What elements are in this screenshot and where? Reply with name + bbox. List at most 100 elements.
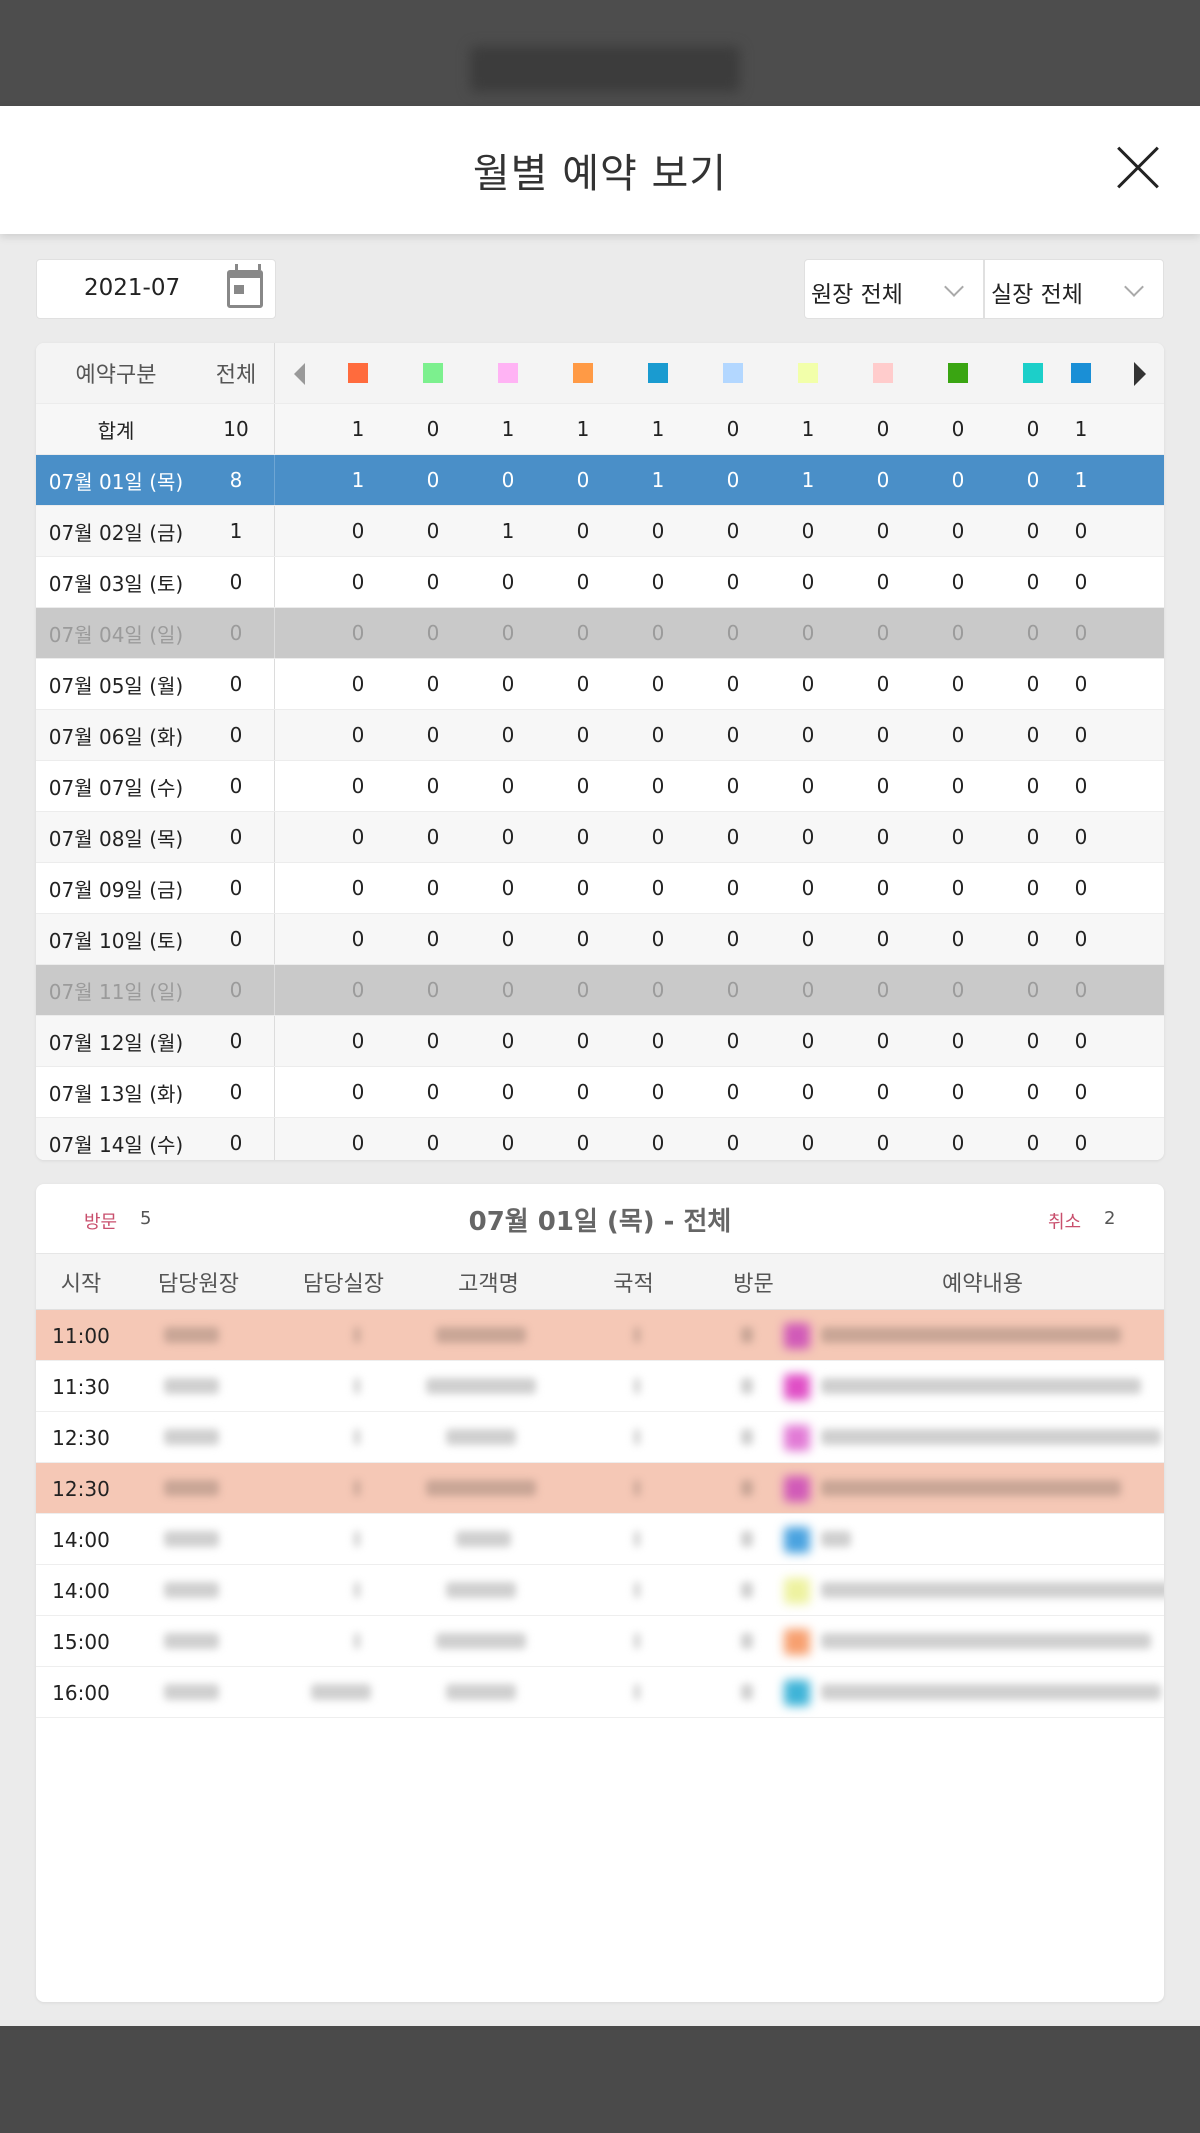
day-value-cell: 0	[951, 1131, 965, 1155]
day-value-cell: 0	[1074, 1080, 1088, 1104]
sum-value-cell: 0	[951, 417, 965, 441]
day-value-cell: 0	[876, 570, 890, 594]
day-row[interactable]: 07월 08일 (목) 0 0 0 0 0 0 0 0 0 0 0 0	[36, 812, 1164, 863]
reservation-row[interactable]: 15:00	[36, 1616, 1164, 1667]
day-value-cell: 0	[1026, 621, 1040, 645]
reservation-row[interactable]: 12:30	[36, 1412, 1164, 1463]
day-value-cell: 0	[576, 519, 590, 543]
redacted-text	[634, 1582, 640, 1598]
day-row[interactable]: 07월 07일 (수) 0 0 0 0 0 0 0 0 0 0 0 0	[36, 761, 1164, 812]
day-value-cell: 1	[651, 468, 665, 492]
day-value-cell: 0	[801, 774, 815, 798]
reservation-row[interactable]: 11:30	[36, 1361, 1164, 1412]
redacted-text	[354, 1582, 360, 1598]
day-row[interactable]: 07월 05일 (월) 0 0 0 0 0 0 0 0 0 0 0 0	[36, 659, 1164, 710]
day-row[interactable]: 07월 06일 (화) 0 0 0 0 0 0 0 0 0 0 0 0	[36, 710, 1164, 761]
day-value-cell: 0	[576, 927, 590, 951]
day-value-cell: 0	[801, 1029, 815, 1053]
day-value-cell: 0	[801, 978, 815, 1002]
category-color-swatch[interactable]	[1071, 363, 1091, 383]
category-color-swatch[interactable]	[1023, 363, 1043, 383]
director-select[interactable]: 원장 전체	[804, 259, 984, 319]
category-color-swatch[interactable]	[648, 363, 668, 383]
day-value-cell: 0	[651, 672, 665, 696]
day-row[interactable]: 07월 13일 (화) 0 0 0 0 0 0 0 0 0 0 0 0	[36, 1067, 1164, 1118]
day-value-cell: 0	[1074, 672, 1088, 696]
day-value-cell: 0	[876, 1029, 890, 1053]
redacted-text	[436, 1633, 526, 1649]
day-total: 1	[229, 519, 243, 543]
day-value-cell: 0	[651, 723, 665, 747]
day-row[interactable]: 07월 04일 (일) 0 0 0 0 0 0 0 0 0 0 0 0	[36, 608, 1164, 659]
category-color-swatch[interactable]	[573, 363, 593, 383]
reservation-row[interactable]: 14:00	[36, 1565, 1164, 1616]
day-value-cell: 0	[426, 825, 440, 849]
day-value-cell: 0	[801, 519, 815, 543]
day-value-cell: 0	[951, 621, 965, 645]
category-color-swatch[interactable]	[423, 363, 443, 383]
manager-select[interactable]: 실장 전체	[984, 259, 1164, 319]
day-value-cell: 0	[726, 978, 740, 1002]
category-color-swatch[interactable]	[798, 363, 818, 383]
visit-label: 방문	[84, 1212, 118, 1233]
day-value-cell: 0	[1026, 672, 1040, 696]
day-row[interactable]: 07월 11일 (일) 0 0 0 0 0 0 0 0 0 0 0 0	[36, 965, 1164, 1016]
day-total: 0	[229, 774, 243, 798]
calendar-icon[interactable]	[227, 264, 263, 308]
day-value-cell: 0	[726, 672, 740, 696]
reservation-row[interactable]: 16:00	[36, 1667, 1164, 1718]
redacted-text	[741, 1684, 753, 1700]
redacted-text	[741, 1429, 753, 1445]
reservation-row[interactable]: 14:00	[36, 1514, 1164, 1565]
day-value-cell: 0	[951, 468, 965, 492]
day-value-cell: 0	[1074, 978, 1088, 1002]
close-icon[interactable]	[1116, 146, 1160, 190]
category-color-swatch[interactable]	[498, 363, 518, 383]
category-color-swatch[interactable]	[948, 363, 968, 383]
day-date: 07월 05일 (월)	[48, 673, 184, 698]
prev-category-arrow-icon[interactable]	[294, 363, 305, 385]
header-total: 전체	[215, 363, 257, 388]
day-value-cell: 1	[801, 468, 815, 492]
day-value-cell: 0	[351, 570, 365, 594]
next-category-arrow-icon[interactable]	[1134, 362, 1146, 386]
day-value-cell: 0	[501, 1080, 515, 1104]
day-row[interactable]: 07월 09일 (금) 0 0 0 0 0 0 0 0 0 0 0 0	[36, 863, 1164, 914]
day-date: 07월 02일 (금)	[48, 520, 184, 545]
reservation-row[interactable]: 12:30	[36, 1463, 1164, 1514]
redacted-text	[741, 1582, 753, 1598]
day-value-cell: 0	[1074, 876, 1088, 900]
detail-title: 07월 01일 (목) - 전체	[468, 1207, 732, 1237]
day-value-cell: 0	[651, 927, 665, 951]
category-color-swatch[interactable]	[873, 363, 893, 383]
day-value-cell: 0	[576, 570, 590, 594]
day-row[interactable]: 07월 12일 (월) 0 0 0 0 0 0 0 0 0 0 0 0	[36, 1016, 1164, 1067]
detail-table-header: 시작 담당원장 담당실장 고객명 국적 방문 예약내용	[36, 1254, 1164, 1310]
column-header: 시작	[60, 1272, 102, 1297]
category-color-swatch[interactable]	[348, 363, 368, 383]
day-value-cell: 0	[651, 570, 665, 594]
day-value-cell: 0	[876, 927, 890, 951]
reservation-row[interactable]: 11:00	[36, 1310, 1164, 1361]
day-row[interactable]: 07월 10일 (토) 0 0 0 0 0 0 0 0 0 0 0 0	[36, 914, 1164, 965]
column-header: 담당원장	[158, 1272, 239, 1297]
day-row[interactable]: 07월 02일 (금) 1 0 0 1 0 0 0 0 0 0 0 0	[36, 506, 1164, 557]
day-value-cell: 0	[951, 774, 965, 798]
day-total: 0	[229, 825, 243, 849]
day-value-cell: 0	[576, 774, 590, 798]
day-value-cell: 0	[726, 927, 740, 951]
redacted-text	[164, 1633, 219, 1649]
day-row[interactable]: 07월 03일 (토) 0 0 0 0 0 0 0 0 0 0 0 0	[36, 557, 1164, 608]
reservation-time: 14:00	[52, 1578, 110, 1603]
sum-value-cell: 0	[876, 417, 890, 441]
day-value-cell: 0	[426, 978, 440, 1002]
day-row[interactable]: 07월 01일 (목) 8 1 0 0 0 1 0 1 0 0 0 1	[36, 455, 1164, 506]
day-value-cell: 0	[576, 723, 590, 747]
day-value-cell: 0	[426, 876, 440, 900]
redacted-text	[634, 1327, 640, 1343]
day-row[interactable]: 07월 14일 (수) 0 0 0 0 0 0 0 0 0 0 0 0	[36, 1118, 1164, 1160]
day-value-cell: 0	[426, 672, 440, 696]
category-color-swatch[interactable]	[723, 363, 743, 383]
month-picker[interactable]: 2021-07	[36, 259, 276, 319]
